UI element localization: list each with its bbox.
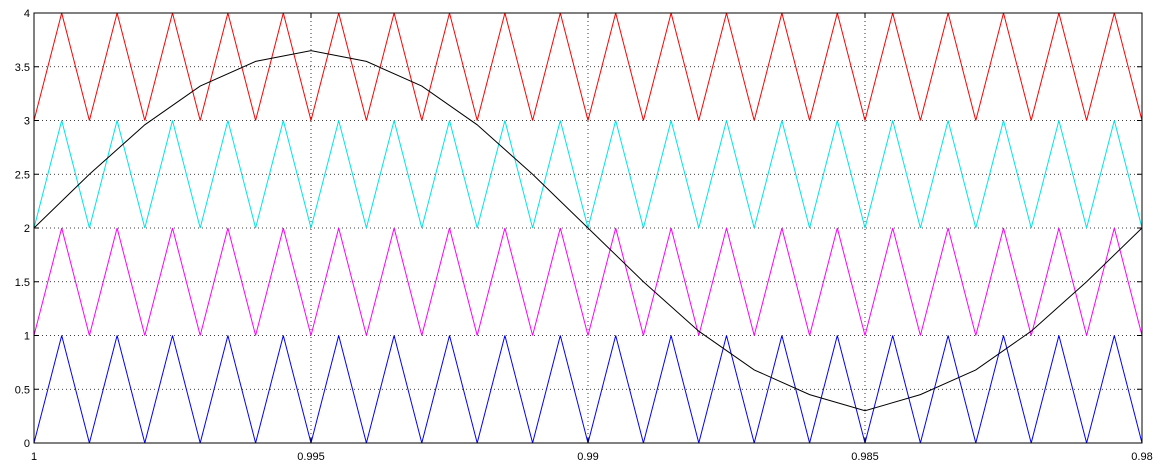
x-tick-label-2: 0.99 [577, 451, 598, 463]
y-tick-label-6: 3 [24, 116, 30, 128]
series-layer [33, 12, 1143, 444]
triangle-carrier-line-2 [33, 227, 1143, 336]
x-tick-label-3: 0.985 [851, 451, 879, 463]
x-tick-labels: 1 0.995 0.99 0.985 0.98 [31, 451, 1153, 463]
y-tick-label-2: 1 [24, 331, 30, 343]
x-tick-label-0: 1 [31, 451, 37, 463]
grid-layer [34, 13, 1142, 443]
triangle-carrier-line-1 [33, 120, 1143, 229]
sine-reference-line [33, 50, 1143, 412]
x-tick-label-1: 0.995 [297, 451, 325, 463]
y-tick-label-4: 2 [24, 223, 30, 235]
y-tick-label-8: 4 [24, 8, 30, 20]
triangle-carrier-line-0 [33, 12, 1143, 121]
frame-layer [33, 12, 1143, 444]
y-tick-label-3: 1.5 [15, 277, 30, 289]
y-tick-label-1: 0.5 [15, 384, 30, 396]
y-tick-label-5: 2.5 [15, 169, 30, 181]
x-tick-label-4: 0.98 [1131, 451, 1152, 463]
y-tick-label-0: 0 [24, 438, 30, 450]
y-tick-labels: 0 0.5 1 1.5 2 2.5 3 3.5 4 [15, 8, 30, 450]
y-tick-label-7: 3.5 [15, 62, 30, 74]
